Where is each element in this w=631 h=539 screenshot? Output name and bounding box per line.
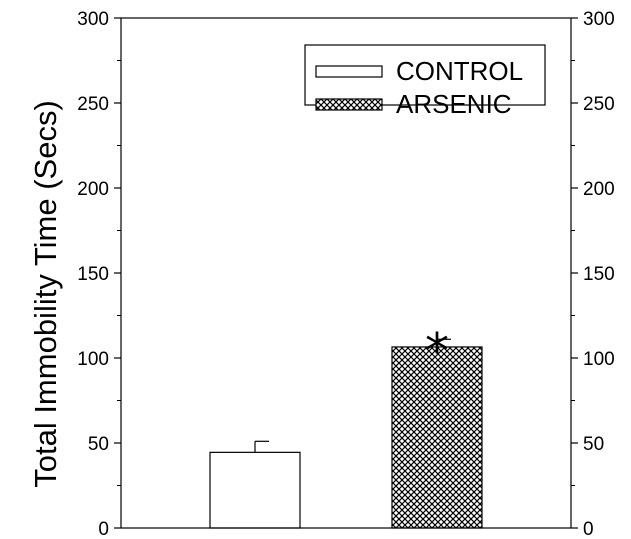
right-tick-label: 100 <box>583 349 615 370</box>
left-tick-label: 250 <box>77 94 109 115</box>
right-tick-label: 250 <box>583 94 615 115</box>
legend-swatch-control <box>315 65 383 78</box>
bar-arsenic <box>391 346 483 529</box>
right-tick-label: 150 <box>583 264 615 285</box>
left-tick-label: 0 <box>98 519 109 539</box>
legend-label-arsenic: ARSENIC <box>396 89 512 119</box>
legend: CONTROL ARSENIC <box>304 44 546 119</box>
right-tick-label: 0 <box>583 519 594 539</box>
legend-swatch-arsenic <box>315 98 383 111</box>
right-tick-label: 50 <box>583 434 604 455</box>
left-tick-label: 50 <box>88 434 109 455</box>
right-tick-label: 300 <box>583 9 615 30</box>
bars: * <box>209 323 483 529</box>
legend-label-control: CONTROL <box>396 56 523 86</box>
plot-frame <box>120 17 572 529</box>
y-axis-label: Total Immobility Time (Secs) <box>28 100 63 488</box>
bar-control <box>209 451 301 529</box>
significance-marker: * <box>425 323 449 379</box>
axis-ticks: 0 0 50 50 100 100 150 150 200 200 250 250 300 300 <box>77 9 614 539</box>
left-tick-label: 300 <box>77 9 109 30</box>
right-tick-label: 200 <box>583 179 615 200</box>
left-tick-label: 150 <box>77 264 109 285</box>
left-tick-label: 100 <box>77 349 109 370</box>
left-tick-label: 200 <box>77 179 109 200</box>
